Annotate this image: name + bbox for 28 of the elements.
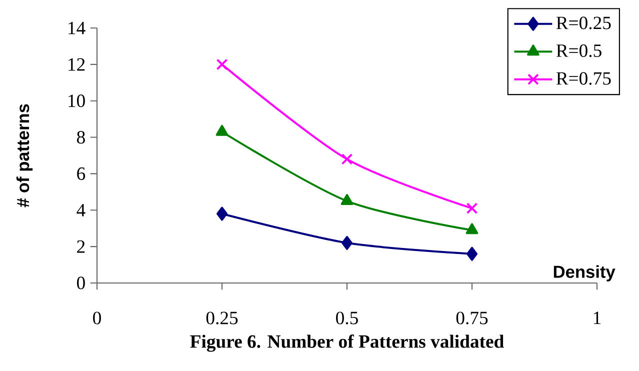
y-tick-label: 0 [77, 276, 85, 290]
point [340, 194, 354, 206]
point [216, 206, 228, 221]
y-tick-label: 4 [76, 204, 86, 216]
x-tick-label: 0.25 [206, 312, 238, 324]
x-tick-label: 1 [594, 312, 601, 324]
legend-label: R=0.5 [556, 44, 602, 58]
y-tick-label: 8 [77, 130, 85, 144]
y-tick-label: 12 [68, 58, 85, 71]
legend-label: R=0.25 [556, 16, 611, 30]
point [216, 58, 228, 70]
y-tick-label: 10 [68, 94, 85, 108]
point [341, 153, 353, 165]
point [342, 236, 352, 250]
x-axis-title: Density [554, 265, 616, 282]
text: Figure 6. Number of Patterns validated [190, 334, 504, 352]
x-tick-label: 0.5 [336, 312, 358, 324]
point [466, 223, 478, 234]
x-tick-label: 0.75 [456, 312, 488, 324]
y-axis-title: # of patterns [16, 104, 33, 208]
point [466, 246, 478, 261]
x-tick-label: 0 [93, 312, 101, 324]
y-tick-label: 2 [77, 240, 85, 253]
point [466, 202, 478, 214]
point [216, 124, 228, 136]
y-tick-label: 14 [68, 22, 86, 34]
y-tick-label: 6 [77, 167, 86, 180]
legend-label: R=0.75 [556, 72, 611, 85]
